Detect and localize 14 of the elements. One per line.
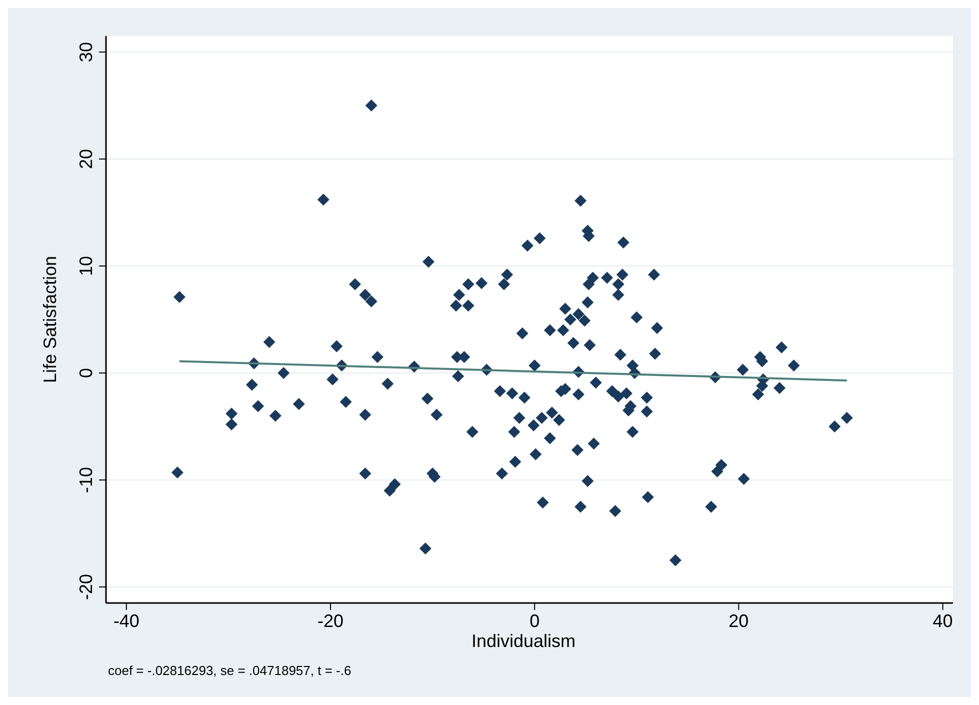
x-tick-label: 20: [728, 611, 749, 631]
x-tick-label: -20: [318, 611, 344, 631]
y-axis-title: Life Satisfaction: [40, 256, 60, 384]
y-tick-label: 10: [76, 256, 96, 276]
x-tick-label: 40: [932, 611, 953, 631]
y-tick-label: 20: [76, 149, 96, 170]
y-tick-label: -10: [76, 466, 96, 493]
text: coef = -.02816293, se = .04718957, t = -.6: [108, 663, 352, 678]
x-tick-label: -40: [113, 611, 140, 631]
x-axis-title: Individualism: [471, 631, 576, 651]
y-tick-label: -20: [76, 574, 96, 600]
x-tick-label: 0: [530, 611, 540, 631]
y-tick-label: 30: [76, 42, 96, 62]
y-tick-label: 0: [76, 368, 96, 378]
